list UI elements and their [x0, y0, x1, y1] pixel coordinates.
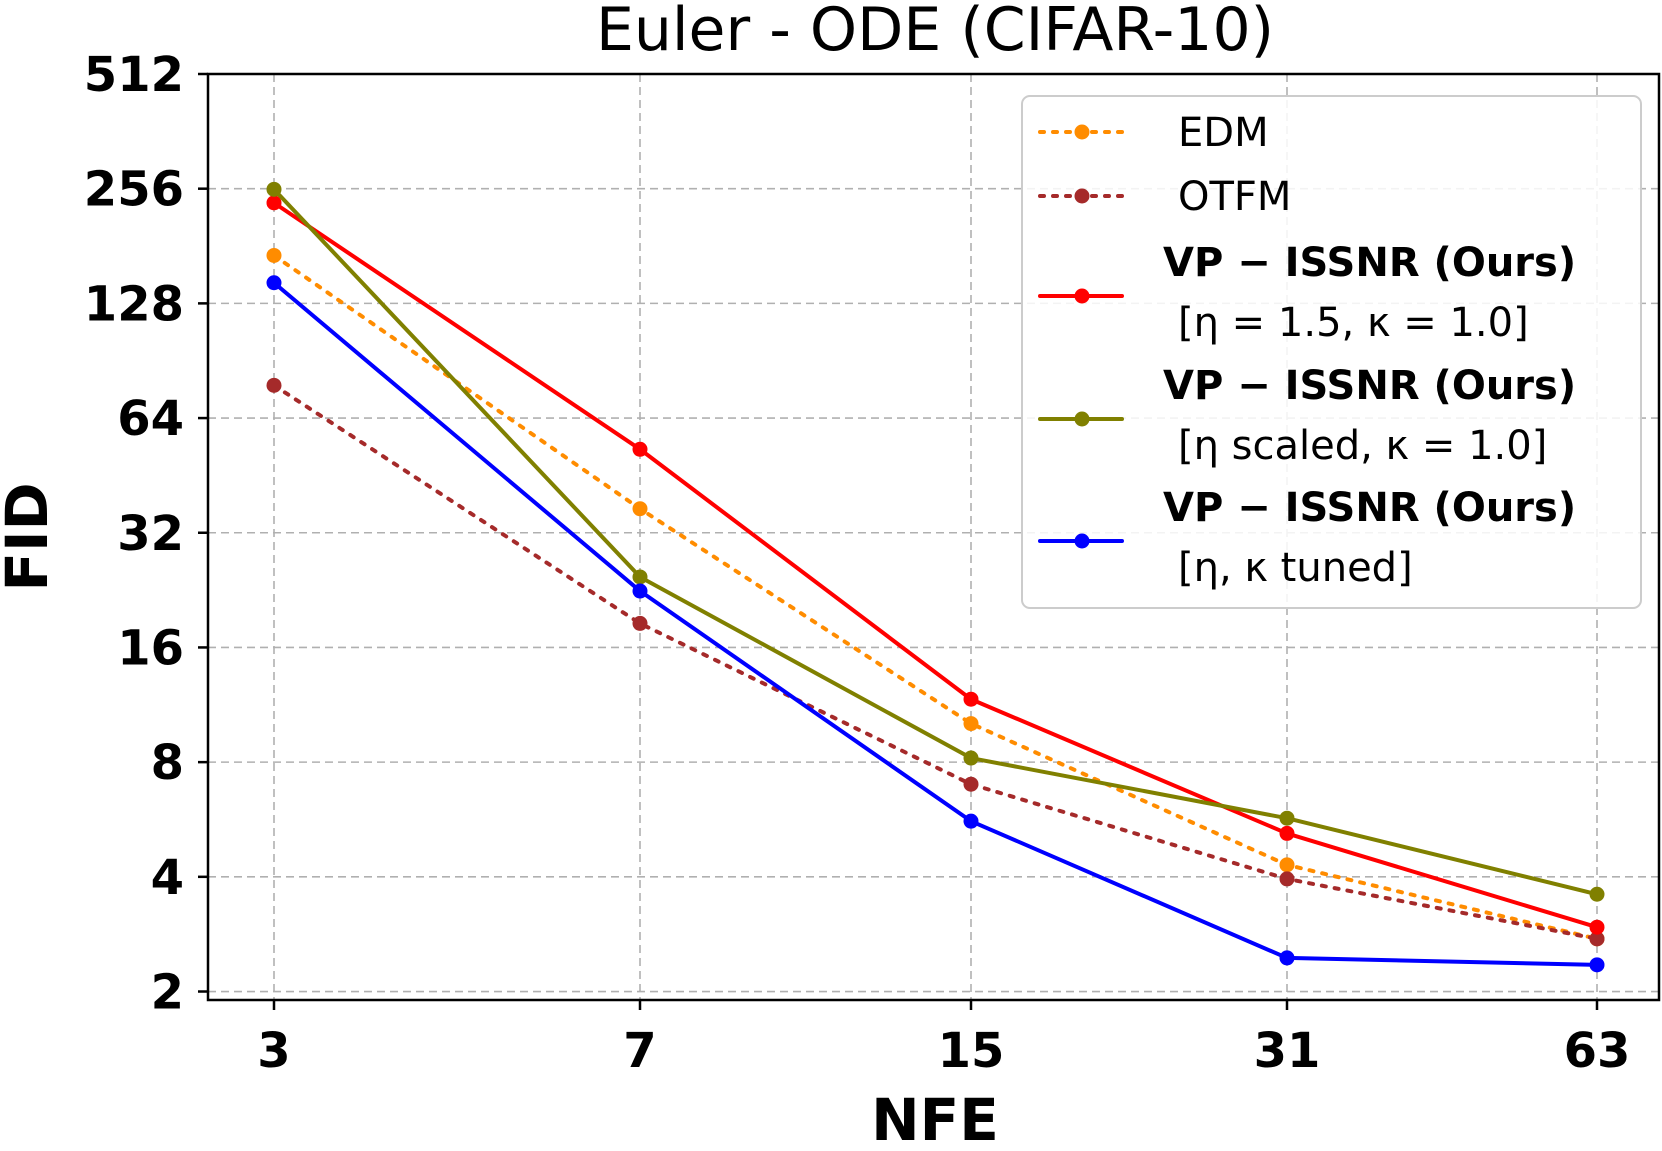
y-tick-label: 256 — [84, 162, 184, 218]
legend-handle-marker — [1074, 533, 1090, 549]
legend-entry-label: EDM — [1178, 110, 1269, 156]
series-line-0 — [272, 253, 1599, 941]
series-point-3 — [266, 181, 282, 197]
y-tick-label: 2 — [151, 965, 184, 1021]
legend-handle-marker — [1074, 411, 1090, 427]
legend-handle-marker — [1074, 288, 1090, 304]
series-point-2 — [1279, 825, 1295, 841]
series-point-2 — [963, 691, 979, 707]
series-point-1 — [1279, 871, 1295, 887]
y-tick-label: 8 — [151, 735, 184, 791]
x-tick-label: 31 — [1254, 1023, 1321, 1079]
x-axis-label: NFE — [871, 1086, 999, 1151]
series-point-3 — [1279, 810, 1295, 826]
series-point-1 — [963, 776, 979, 792]
series-point-4 — [963, 813, 979, 829]
series-layer — [266, 181, 1605, 973]
series-point-2 — [1589, 919, 1605, 935]
legend-entry-label: [η, κ tuned] — [1178, 545, 1413, 591]
series-point-3 — [963, 750, 979, 766]
legend-handle-marker — [1074, 188, 1090, 204]
series-point-0 — [632, 501, 648, 517]
legend-entry-label: VP − ISSNR (Ours) — [1163, 363, 1576, 409]
series-point-2 — [632, 441, 648, 457]
x-tick-label: 7 — [623, 1023, 656, 1079]
series-point-2 — [266, 195, 282, 211]
series-point-4 — [266, 275, 282, 291]
plot-frame — [206, 72, 1661, 1002]
series-point-4 — [1279, 950, 1295, 966]
y-tick-label: 32 — [117, 506, 184, 562]
y-tick-label: 128 — [84, 276, 184, 332]
y-tick-label: 4 — [151, 850, 184, 906]
x-tick-label: 3 — [257, 1023, 290, 1079]
legend-entry-label: [η scaled, κ = 1.0] — [1178, 423, 1547, 469]
series-point-3 — [632, 569, 648, 585]
series-point-0 — [963, 716, 979, 732]
y-axis-ticks: 2 4 8 16 32 64 128 256 512 — [84, 47, 208, 1021]
x-tick-label: 63 — [1564, 1023, 1631, 1079]
y-axis-label: FID — [0, 482, 61, 591]
legend-entry-label: OTFM — [1178, 174, 1291, 220]
series-point-1 — [1589, 931, 1605, 947]
y-tick-label: 512 — [84, 47, 184, 103]
y-tick-label: 16 — [117, 620, 184, 676]
series-point-0 — [1279, 857, 1295, 873]
series-point-4 — [632, 583, 648, 599]
legend-entry-label: VP − ISSNR (Ours) — [1163, 485, 1576, 531]
series-point-1 — [632, 615, 648, 631]
x-axis-ticks: 3 7 15 31 63 — [257, 1000, 1630, 1079]
series-point-0 — [266, 247, 282, 263]
chart-title: Euler - ODE (CIFAR-10) — [596, 0, 1274, 65]
y-tick-label: 64 — [117, 391, 184, 447]
legend-entry-label: [η = 1.5, κ = 1.0] — [1178, 300, 1529, 346]
series-point-1 — [266, 377, 282, 393]
series-point-3 — [1589, 886, 1605, 902]
series-point-4 — [1589, 957, 1605, 973]
legend-box — [1021, 95, 1642, 609]
x-tick-label: 15 — [938, 1023, 1005, 1079]
legend: EDM OTFM VP − ISSNR (Ours) [η = 1.5, κ = 1.… — [1021, 95, 1642, 609]
legend-entry-label: VP − ISSNR (Ours) — [1163, 240, 1576, 286]
legend-handle-marker — [1074, 124, 1090, 140]
